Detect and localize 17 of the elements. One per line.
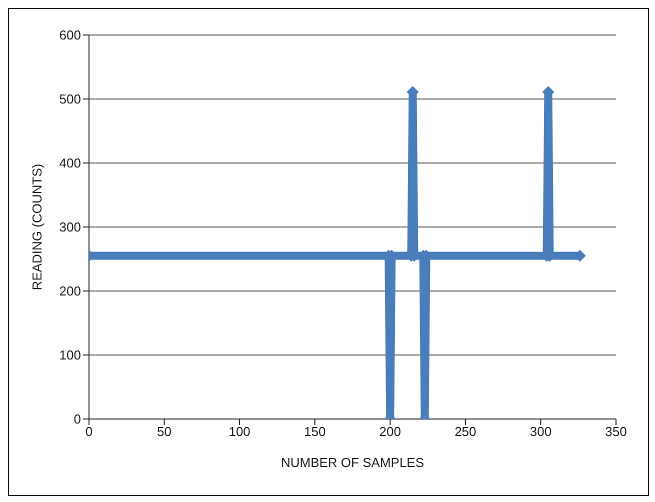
y-axis-title: READING (COUNTS)	[30, 164, 45, 290]
y-tick-label: 500	[59, 92, 81, 107]
x-axis-title: NUMBER OF SAMPLES	[280, 455, 424, 470]
x-tick-label: 250	[454, 424, 476, 440]
x-tick-label: 350	[605, 424, 627, 440]
x-tick-label: 100	[228, 424, 250, 440]
y-tick-label: 600	[59, 28, 81, 43]
y-tick-label: 0	[74, 412, 81, 427]
x-tick-label: 300	[530, 424, 552, 440]
y-tick-label: 100	[59, 348, 81, 363]
y-tick-label: 200	[59, 284, 81, 299]
x-tick-label: 50	[157, 424, 172, 440]
x-tick-label: 150	[304, 424, 326, 440]
x-tick-label: 0	[85, 424, 93, 440]
y-tick-label: 400	[59, 156, 81, 171]
y-tick-label: 300	[59, 220, 81, 235]
x-tick-label: 200	[379, 424, 401, 440]
